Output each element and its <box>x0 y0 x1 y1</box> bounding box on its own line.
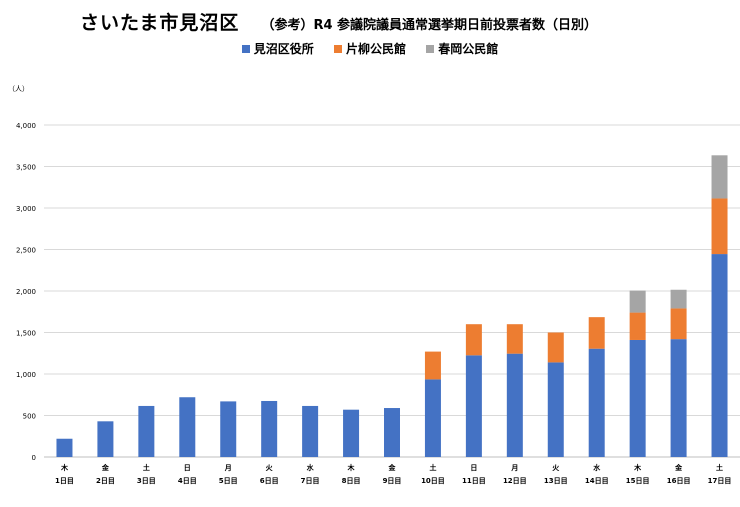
legend-item-1: 片柳公民館 <box>333 40 406 57</box>
bar-2-14 <box>629 290 646 313</box>
x-day-label-5: 6日目 <box>260 477 279 485</box>
x-weekday-label-0: 木 <box>60 463 69 472</box>
x-day-label-0: 1日目 <box>55 477 74 485</box>
x-weekday-label-15: 金 <box>674 463 683 472</box>
bar-1-12 <box>547 332 564 363</box>
legend-item-2: 春岡公民館 <box>426 40 498 57</box>
bar-1-9 <box>424 351 441 380</box>
bar-0-9 <box>424 379 441 457</box>
legend-swatch-0 <box>241 45 250 53</box>
bar-0-16 <box>711 254 728 457</box>
x-day-label-11: 12日目 <box>503 477 527 485</box>
y-tick-label-6: 3,000 <box>16 205 36 213</box>
x-day-label-6: 7日目 <box>301 477 320 485</box>
x-day-label-14: 15日目 <box>626 477 650 485</box>
x-day-label-13: 14日目 <box>585 477 609 485</box>
y-tick-label-0: 0 <box>32 454 36 462</box>
x-weekday-label-12: 火 <box>552 464 560 472</box>
bar-0-8 <box>384 408 400 457</box>
x-day-label-9: 10日目 <box>421 477 445 485</box>
y-tick-label-7: 3,500 <box>16 164 36 172</box>
bar-0-14 <box>629 339 646 457</box>
y-axis-unit-label: （人） <box>8 85 29 93</box>
chart-subtitle: （参考）R4 参議院議員通常選挙期日前投票者数（日別） <box>261 18 598 33</box>
bar-0-7 <box>343 409 360 457</box>
bar-2-15 <box>670 289 687 309</box>
bar-1-11 <box>506 324 523 354</box>
bar-1-10 <box>465 324 482 356</box>
x-weekday-label-11: 月 <box>510 464 518 472</box>
bar-0-12 <box>547 362 564 457</box>
y-tick-label-1: 500 <box>23 413 36 421</box>
x-day-label-15: 16日目 <box>667 477 691 485</box>
bar-1-16 <box>711 198 728 255</box>
bar-0-6 <box>302 405 319 457</box>
x-weekday-label-16: 土 <box>716 463 723 472</box>
bar-0-2 <box>138 405 155 457</box>
y-tick-label-3: 1,500 <box>16 330 36 338</box>
x-weekday-label-8: 金 <box>388 463 397 472</box>
bar-0-10 <box>465 355 482 457</box>
legend-swatch-2 <box>426 45 435 53</box>
x-day-label-1: 2日目 <box>96 477 115 485</box>
chart-title-row: さいたま市見沼区 （参考）R4 参議院議員通常選挙期日前投票者数（日別） <box>80 8 597 35</box>
legend-label-2: 春岡公民館 <box>438 42 499 56</box>
bar-0-15 <box>670 339 687 457</box>
x-day-label-8: 9日目 <box>383 477 402 485</box>
y-tick-label-4: 2,000 <box>16 288 36 296</box>
bar-0-1 <box>97 421 114 457</box>
bar-0-3 <box>179 397 196 457</box>
x-weekday-label-3: 日 <box>184 464 191 472</box>
bar-0-4 <box>220 401 237 457</box>
chart-title: さいたま市見沼区 <box>80 12 240 34</box>
x-weekday-label-4: 月 <box>224 464 232 472</box>
y-tick-label-2: 1,000 <box>16 371 36 379</box>
x-weekday-label-2: 土 <box>143 463 150 472</box>
x-day-label-2: 3日目 <box>137 477 156 485</box>
legend-label-1: 片柳公民館 <box>345 42 406 56</box>
x-weekday-label-9: 土 <box>429 463 436 472</box>
x-day-label-3: 4日目 <box>178 477 197 485</box>
legend-label-0: 見沼区役所 <box>253 42 314 56</box>
x-weekday-label-10: 日 <box>470 464 477 472</box>
bar-0-0 <box>56 438 73 457</box>
x-weekday-label-6: 水 <box>307 463 315 472</box>
y-tick-label-5: 2,500 <box>16 247 36 255</box>
x-weekday-label-1: 金 <box>101 463 110 472</box>
x-weekday-label-13: 水 <box>593 463 601 472</box>
bar-2-16 <box>711 155 728 199</box>
x-day-label-10: 11日目 <box>462 477 486 485</box>
bar-1-15 <box>670 308 687 340</box>
x-day-label-12: 13日目 <box>544 477 568 485</box>
legend-item-0: 見沼区役所 <box>241 40 314 57</box>
x-day-label-4: 5日目 <box>219 477 238 485</box>
bar-0-13 <box>588 348 605 457</box>
x-weekday-label-14: 木 <box>633 463 642 472</box>
y-tick-label-8: 4,000 <box>16 122 36 130</box>
x-weekday-label-5: 火 <box>266 464 274 472</box>
x-weekday-label-7: 木 <box>347 463 356 472</box>
x-day-label-16: 17日目 <box>708 477 732 485</box>
bar-0-11 <box>506 353 523 457</box>
bar-0-5 <box>261 400 278 457</box>
bar-1-13 <box>588 317 605 349</box>
bar-1-14 <box>629 312 646 340</box>
x-day-label-7: 8日目 <box>342 477 361 485</box>
chart-legend: 見沼区役所 片柳公民館 春岡公民館 <box>0 40 740 57</box>
legend-swatch-1 <box>333 45 342 53</box>
